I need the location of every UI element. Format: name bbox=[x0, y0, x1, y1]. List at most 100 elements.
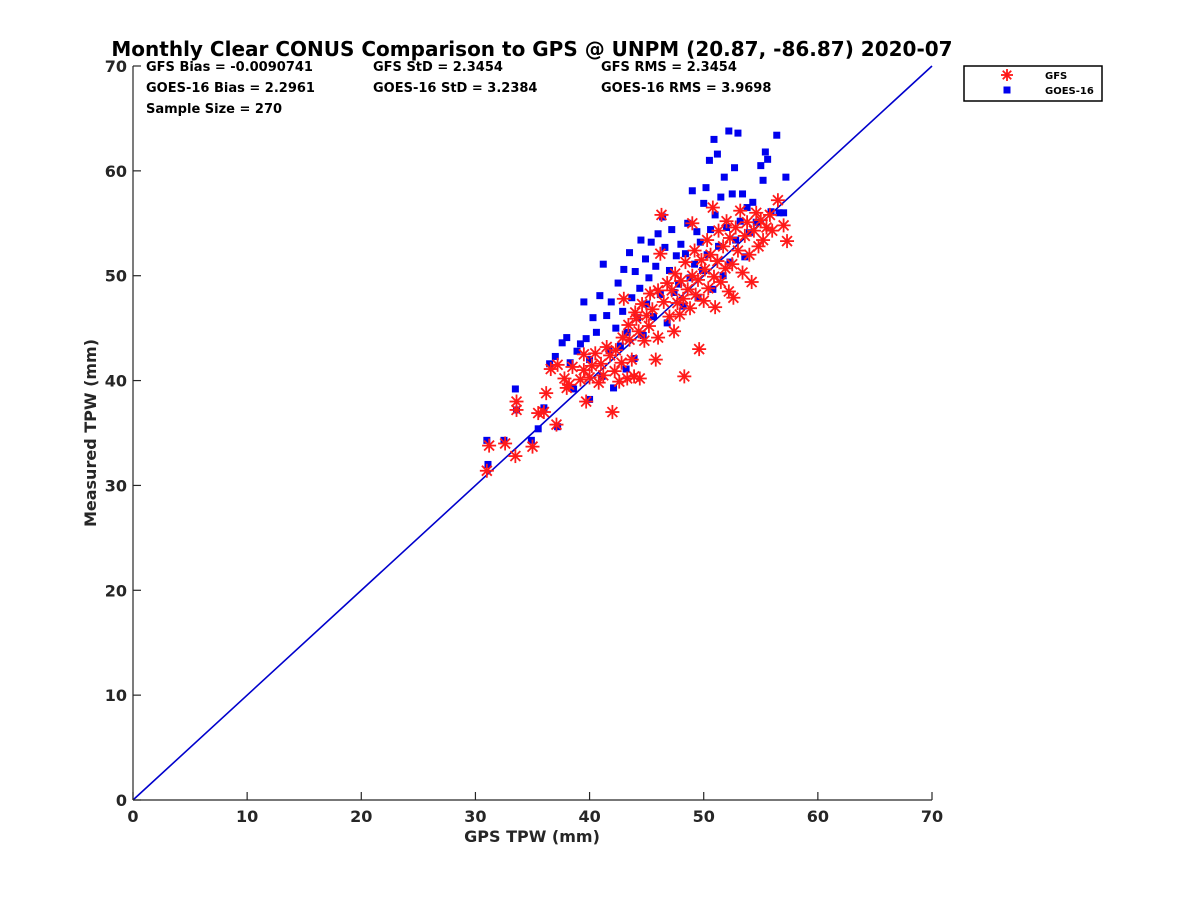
goes-16-point bbox=[672, 252, 680, 260]
gfs-point bbox=[605, 405, 620, 420]
gfs-point bbox=[735, 265, 750, 280]
gfs-point bbox=[751, 239, 766, 254]
gfs-point bbox=[708, 300, 723, 315]
gfs-point bbox=[508, 449, 523, 464]
goes-16-point bbox=[693, 228, 701, 236]
goes-16-point bbox=[484, 460, 492, 468]
gfs-point bbox=[653, 246, 668, 261]
gfs-point bbox=[498, 436, 513, 451]
gfs-point bbox=[719, 214, 734, 229]
gfs-point bbox=[672, 307, 687, 322]
gfs-point bbox=[673, 273, 688, 288]
gfs-point bbox=[780, 234, 795, 249]
goes-16-point bbox=[612, 324, 620, 332]
x-tick-label: 20 bbox=[350, 807, 372, 826]
goes-16-point bbox=[736, 217, 744, 225]
goes-16-point bbox=[700, 199, 708, 207]
goes-16-point bbox=[749, 198, 757, 206]
goes-16-point bbox=[720, 173, 728, 181]
y-tick-label: 70 bbox=[105, 57, 127, 76]
gfs-bias-stat: GFS Bias = -0.0090741 bbox=[146, 60, 313, 75]
gfs-point bbox=[722, 230, 737, 245]
y-tick-label: 40 bbox=[105, 372, 127, 391]
legend-gfs-label: GFS bbox=[1045, 71, 1067, 82]
goes-16-point bbox=[709, 285, 717, 293]
goes-16-series bbox=[483, 127, 790, 468]
goes-16-point bbox=[764, 155, 772, 163]
gfs-point bbox=[549, 417, 564, 432]
gfs-point bbox=[588, 346, 603, 361]
x-tick-label: 30 bbox=[464, 807, 486, 826]
gfs-point bbox=[579, 394, 594, 409]
goes-16-point bbox=[628, 294, 636, 302]
gfs-point bbox=[756, 233, 771, 248]
goes-16-point bbox=[780, 209, 788, 217]
gfs-point bbox=[705, 200, 720, 215]
gfs-point bbox=[744, 275, 759, 290]
gfs-point bbox=[701, 281, 716, 296]
goes-16-point bbox=[500, 436, 508, 444]
goes-16-point bbox=[589, 314, 597, 322]
gfs-point bbox=[539, 386, 554, 401]
gfs-point bbox=[711, 223, 726, 238]
gfs-point bbox=[685, 216, 700, 231]
one-to-one-line bbox=[132, 65, 933, 801]
gfs-point bbox=[608, 343, 623, 358]
x-tick-label: 0 bbox=[127, 807, 138, 826]
goes-16-point bbox=[679, 302, 687, 310]
gfs-point bbox=[550, 357, 565, 372]
gfs-point bbox=[726, 290, 741, 305]
gfs-point bbox=[696, 293, 711, 308]
x-axis-label: GPS TPW (mm) bbox=[464, 827, 600, 846]
gfs-point bbox=[725, 257, 740, 272]
goes-16-point bbox=[563, 334, 571, 342]
gfs-point bbox=[614, 355, 629, 370]
goes-16-point bbox=[647, 238, 655, 246]
goes-16-point bbox=[586, 395, 594, 403]
gfs-point bbox=[740, 215, 755, 230]
x-tick-label: 10 bbox=[236, 807, 258, 826]
sample-size-stat: Sample Size = 270 bbox=[146, 102, 282, 117]
gfs-point bbox=[635, 297, 650, 312]
gfs-point bbox=[742, 247, 757, 262]
goes-16-point bbox=[610, 384, 618, 392]
gfs-point bbox=[770, 193, 785, 208]
goes-16-point bbox=[663, 319, 671, 327]
gfs-point bbox=[479, 463, 494, 478]
goes-16-point bbox=[649, 313, 657, 321]
gfs-point bbox=[765, 223, 780, 238]
goes-16-point bbox=[661, 243, 669, 251]
gfs-point bbox=[482, 438, 497, 453]
goes-16-point bbox=[775, 209, 783, 217]
gfs-point bbox=[776, 218, 791, 233]
legend-box bbox=[963, 65, 1103, 102]
goes-16-point bbox=[752, 218, 760, 226]
legend-goes-symbol bbox=[1003, 86, 1011, 94]
goes-16-point bbox=[731, 164, 739, 172]
gfs-point bbox=[660, 276, 675, 291]
legend-goes-marker bbox=[1003, 86, 1011, 94]
goes-16-point bbox=[596, 292, 604, 300]
gfs-point bbox=[728, 220, 743, 235]
gfs-point bbox=[593, 356, 608, 371]
gfs-rms-stat: GFS RMS = 2.3454 bbox=[601, 60, 737, 75]
gfs-point bbox=[730, 243, 745, 258]
goes-16-point bbox=[677, 240, 685, 248]
plot-area bbox=[132, 65, 933, 801]
goes-16-point bbox=[688, 187, 696, 195]
gfs-point bbox=[631, 324, 646, 339]
goes-16-point bbox=[582, 335, 590, 343]
goes-16-point bbox=[739, 190, 747, 198]
goes-16-point bbox=[705, 156, 713, 164]
x-tick-label: 70 bbox=[921, 807, 943, 826]
gfs-point bbox=[746, 223, 761, 238]
gfs-point bbox=[662, 309, 677, 324]
x-axis: 0 10 20 30 40 50 60 70 bbox=[127, 792, 943, 826]
goes-std-stat: GOES-16 StD = 3.2384 bbox=[373, 81, 537, 96]
gfs-point bbox=[509, 394, 524, 409]
gfs-point bbox=[677, 369, 692, 384]
gfs-point bbox=[525, 439, 540, 454]
chart-title: Monthly Clear CONUS Comparison to GPS @ … bbox=[111, 37, 952, 61]
goes-16-point bbox=[710, 135, 718, 143]
